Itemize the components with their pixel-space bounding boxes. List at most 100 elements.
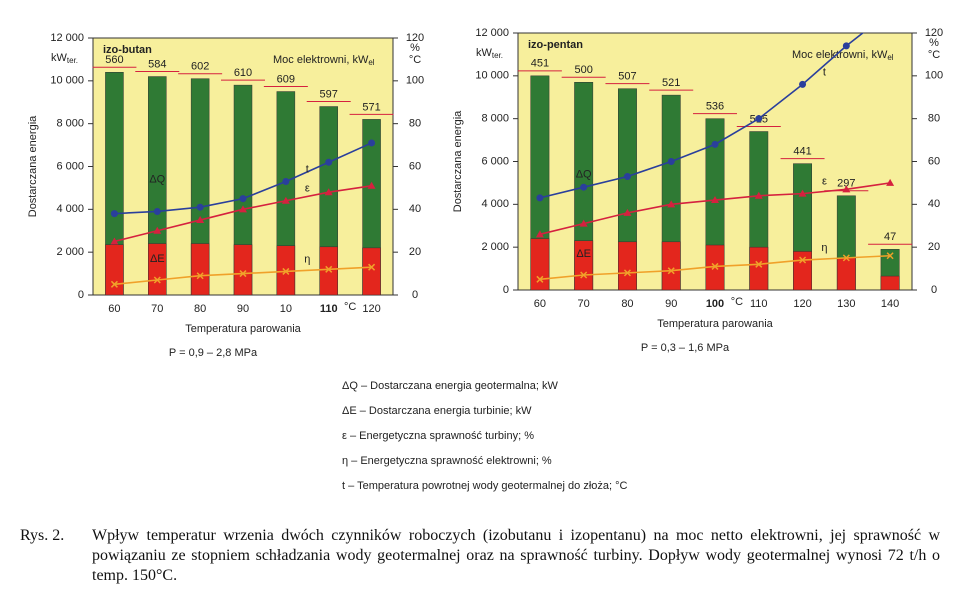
power-value: 507 <box>618 71 636 83</box>
marker <box>711 262 719 270</box>
y-tick-label: 0 <box>78 289 84 301</box>
marker <box>842 254 850 262</box>
y-tick-label: 4 000 <box>56 203 84 215</box>
marker <box>196 216 205 224</box>
y-tick-label: 6 000 <box>56 160 84 172</box>
series-label: ΔQ <box>576 168 592 180</box>
lines <box>110 139 376 288</box>
marker <box>711 196 719 204</box>
x-tick-label: 70 <box>578 298 590 310</box>
y-tick-label: 4 000 <box>481 198 509 210</box>
bar <box>574 240 594 291</box>
marker <box>886 178 895 186</box>
y2-tick-label: 80 <box>928 113 940 125</box>
marker <box>535 230 544 238</box>
y2-tick-label: 80 <box>409 118 421 130</box>
y-unit-main: kW <box>51 52 68 64</box>
y2-tick-label: 20 <box>928 241 940 253</box>
marker <box>623 172 631 180</box>
marker <box>239 270 247 278</box>
marker <box>842 185 851 193</box>
lines <box>535 33 895 283</box>
y2-tick-label: 100 <box>406 75 424 87</box>
x-tick-label: 110 <box>320 303 338 315</box>
power-value: 441 <box>793 146 811 158</box>
y2-tick-label: 20 <box>409 246 421 258</box>
series-label: ε <box>305 183 310 195</box>
bar <box>793 251 812 291</box>
marker <box>579 219 588 227</box>
marker <box>798 189 807 197</box>
marker <box>325 265 333 273</box>
caption-label: Rys. 2. <box>20 527 65 544</box>
y2-unit: °C <box>409 54 421 66</box>
legend-item: η – Energetyczna sprawność elektrowni; % <box>342 455 552 467</box>
marker <box>196 203 204 211</box>
y-tick-label: 8 000 <box>481 113 509 125</box>
power-value: 521 <box>662 77 680 89</box>
series-label: t <box>306 163 309 175</box>
pressure-note: P = 0,9 – 2,8 MPa <box>169 347 258 359</box>
y2-unit: % <box>929 37 939 49</box>
y-axis-title: Dostarczana energia <box>452 110 464 212</box>
power-label: Moc elektrowni, kWel <box>792 49 894 62</box>
legend-item: t – Temperatura powrotnej wody geotermal… <box>342 480 628 492</box>
x-tick-label: 130 <box>837 298 855 310</box>
y2-tick-label: 40 <box>928 198 940 210</box>
y-tick-label: 12 000 <box>475 27 509 39</box>
x-unit: °C <box>344 301 356 313</box>
marker <box>368 139 376 147</box>
y2-tick-label: 60 <box>928 155 940 167</box>
series-label: ΔE <box>150 253 165 265</box>
marker <box>153 276 161 284</box>
bar <box>319 246 338 296</box>
y-unit-sub: ter. <box>67 56 78 65</box>
marker <box>196 272 204 280</box>
series-label: ΔE <box>576 248 591 260</box>
x-tick-label: 120 <box>362 303 380 315</box>
y-tick-label: 6 000 <box>481 155 509 167</box>
bar <box>618 241 637 291</box>
bar <box>233 244 253 296</box>
x-tick-label: 60 <box>534 298 546 310</box>
y2-unit: °C <box>928 49 940 61</box>
marker <box>667 158 675 165</box>
marker <box>153 226 162 234</box>
marker <box>711 140 719 148</box>
marker <box>755 260 763 268</box>
chart-title: izo-pentan <box>528 39 583 51</box>
marker <box>580 271 588 279</box>
x-tick-label: 90 <box>237 303 249 315</box>
legend-item: ΔQ – Dostarczana energia geotermalna; kW <box>342 380 558 392</box>
series-label: ΔQ <box>149 173 165 185</box>
x-tick-label: 80 <box>621 298 633 310</box>
marker <box>667 200 676 208</box>
x-tick-label: 80 <box>194 303 206 315</box>
power-label-sub: el <box>368 58 374 67</box>
y-unit-main: kW <box>476 47 493 59</box>
marker <box>754 191 763 199</box>
y-tick-label: 10 000 <box>475 70 509 82</box>
y-unit: kWter. <box>51 52 78 65</box>
marker <box>623 269 631 277</box>
marker <box>239 205 247 213</box>
marker <box>536 275 544 283</box>
y2-tick-label: 120 <box>406 32 424 44</box>
power-value: 602 <box>191 61 209 73</box>
bar <box>148 243 167 296</box>
y2-tick-label: 120 <box>925 27 943 39</box>
legend-item: ε – Energetyczna sprawność turbiny; % <box>342 430 534 442</box>
x-axis-title: Temperatura parowania <box>657 318 773 330</box>
marker <box>110 237 119 245</box>
y-tick-label: 12 000 <box>50 32 84 44</box>
chart-title: izo-butan <box>103 44 152 56</box>
power-label-main: Moc elektrowni, kW <box>792 49 888 61</box>
power-value: 597 <box>320 88 338 100</box>
marker <box>755 115 763 123</box>
bar <box>362 247 381 296</box>
y2-tick-label: 60 <box>409 160 421 172</box>
y2-tick-label: 0 <box>412 289 418 301</box>
power-value: 451 <box>531 58 549 70</box>
marker <box>536 194 544 202</box>
